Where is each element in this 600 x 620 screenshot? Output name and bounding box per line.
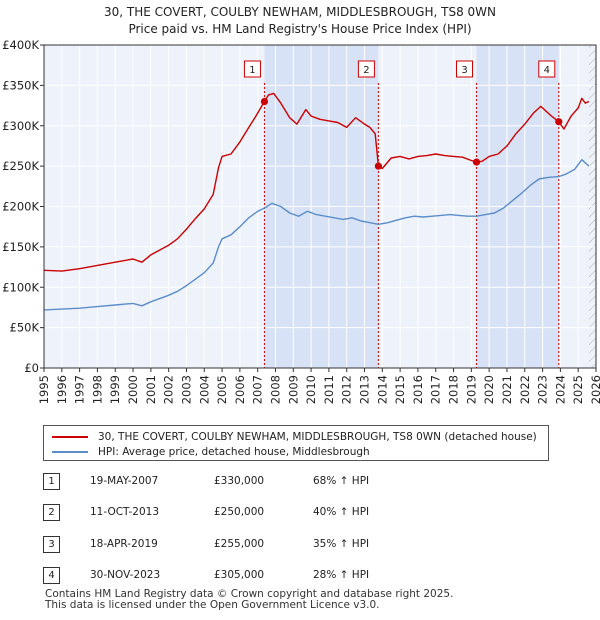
sale-date: 19-MAY-2007: [90, 475, 159, 487]
table-row: 4 30-NOV-2023 £305,000 28% ↑ HPI: [43, 567, 473, 587]
sale-number-badge: 3: [43, 536, 60, 553]
x-tick-label: 2005: [215, 375, 229, 404]
legend-swatch-property: [52, 436, 88, 438]
y-tick-label: £100K: [2, 280, 39, 294]
hpi-line: [43, 159, 590, 311]
property-price-line: [43, 92, 590, 272]
sale-number-box: [243, 60, 261, 78]
sale-point: [472, 158, 481, 166]
x-tick-label: 2022: [518, 375, 532, 404]
x-tick-label: 2011: [322, 375, 336, 404]
x-tick-label: 2020: [482, 375, 496, 404]
y-tick-label: £350K: [2, 78, 39, 92]
sale-hpi-change: 28% ↑ HPI: [313, 569, 370, 581]
y-tick-label: £250K: [2, 159, 39, 173]
sale-point: [260, 97, 269, 106]
legend-label-property: 30, THE COVERT, COULBY NEWHAM, MIDDLESBR…: [98, 431, 537, 443]
x-tick-label: 2009: [286, 375, 300, 404]
sale-date: 30-NOV-2023: [90, 569, 161, 581]
x-tick-label: 2004: [197, 375, 211, 404]
sale-number-label: 2: [363, 65, 369, 76]
x-tick-label: 2003: [179, 375, 193, 404]
price-chart: 30, THE COVERT, COULBY NEWHAM, MIDDLESBR…: [2, 5, 600, 404]
table-row: 2 11-OCT-2013 £250,000 40% ↑ HPI: [43, 504, 473, 524]
y-tick-label: £0: [24, 361, 39, 375]
y-tick-label: £150K: [2, 240, 39, 254]
sale-number-label: 4: [544, 65, 550, 76]
sale-hpi-change: 68% ↑ HPI: [313, 475, 370, 487]
sale-point: [374, 162, 383, 170]
x-tick-label: 2023: [536, 375, 550, 404]
sale-number-label: 1: [249, 65, 255, 76]
table-row: 3 18-APR-2019 £255,000 35% ↑ HPI: [43, 536, 473, 556]
y-tick-label: £400K: [2, 38, 39, 52]
legend-item-hpi: HPI: Average price, detached house, Midd…: [52, 444, 370, 460]
x-tick-label: 2000: [126, 375, 140, 404]
footer-attribution: Contains HM Land Registry data © Crown c…: [45, 589, 453, 611]
x-tick-label: 1998: [90, 375, 104, 404]
legend-label-hpi: HPI: Average price, detached house, Midd…: [98, 446, 370, 458]
chart-legend: 30, THE COVERT, COULBY NEWHAM, MIDDLESBR…: [43, 425, 549, 461]
footer-line-copyright: Contains HM Land Registry data © Crown c…: [45, 588, 454, 600]
footer-line-licence: This data is licensed under the Open Gov…: [45, 599, 380, 611]
y-tick-label: £300K: [2, 119, 39, 133]
sale-number-badge: 2: [43, 504, 60, 521]
x-tick-label: 2012: [340, 375, 354, 404]
legend-swatch-hpi: [52, 451, 88, 453]
sale-price: £305,000: [214, 569, 265, 581]
sale-number-box: [456, 60, 474, 78]
sale-number-box: [357, 60, 375, 78]
sale-hpi-change: 40% ↑ HPI: [313, 506, 370, 518]
x-tick-label: 2006: [233, 375, 247, 404]
x-tick-label: 2019: [464, 375, 478, 404]
sale-number-box: [538, 60, 556, 78]
sale-number-badge: 4: [43, 567, 60, 584]
table-row: 1 19-MAY-2007 £330,000 68% ↑ HPI: [43, 473, 473, 493]
chart-title: 30, THE COVERT, COULBY NEWHAM, MIDDLESBR…: [104, 5, 496, 19]
sale-date: 18-APR-2019: [90, 538, 158, 550]
x-tick-label: 2013: [358, 375, 372, 404]
x-tick-label: 2017: [429, 375, 443, 404]
sale-number-label: 3: [461, 65, 467, 76]
x-tick-label: 2021: [500, 375, 514, 404]
x-tick-label: 1995: [37, 375, 51, 404]
y-tick-label: £200K: [2, 200, 39, 214]
x-tick-label: 1999: [108, 375, 122, 404]
legend-item-property: 30, THE COVERT, COULBY NEWHAM, MIDDLESBR…: [52, 429, 537, 445]
sale-price: £255,000: [214, 538, 265, 550]
sale-point: [555, 118, 563, 126]
x-tick-label: 2024: [553, 375, 567, 404]
x-tick-label: 2016: [411, 375, 425, 404]
x-tick-label: 2018: [447, 375, 461, 404]
x-tick-label: 2025: [571, 375, 585, 404]
sale-price: £250,000: [214, 506, 265, 518]
x-tick-label: 1997: [73, 375, 87, 404]
y-tick-label: £50K: [10, 321, 40, 335]
x-tick-label: 2007: [251, 375, 265, 404]
sale-date: 11-OCT-2013: [90, 506, 159, 518]
chart-subtitle: Price paid vs. HM Land Registry's House …: [128, 22, 471, 36]
sale-price: £330,000: [214, 475, 265, 487]
x-tick-label: 2001: [144, 375, 158, 404]
x-tick-label: 2010: [304, 375, 318, 404]
x-tick-label: 1996: [55, 375, 69, 404]
sale-number-badge: 1: [43, 473, 60, 490]
sale-hpi-change: 35% ↑ HPI: [313, 538, 370, 550]
x-tick-label: 2026: [589, 375, 600, 404]
x-tick-label: 2008: [268, 375, 282, 404]
x-tick-label: 2002: [162, 375, 176, 404]
x-tick-label: 2014: [375, 375, 389, 404]
x-tick-label: 2015: [393, 375, 407, 404]
